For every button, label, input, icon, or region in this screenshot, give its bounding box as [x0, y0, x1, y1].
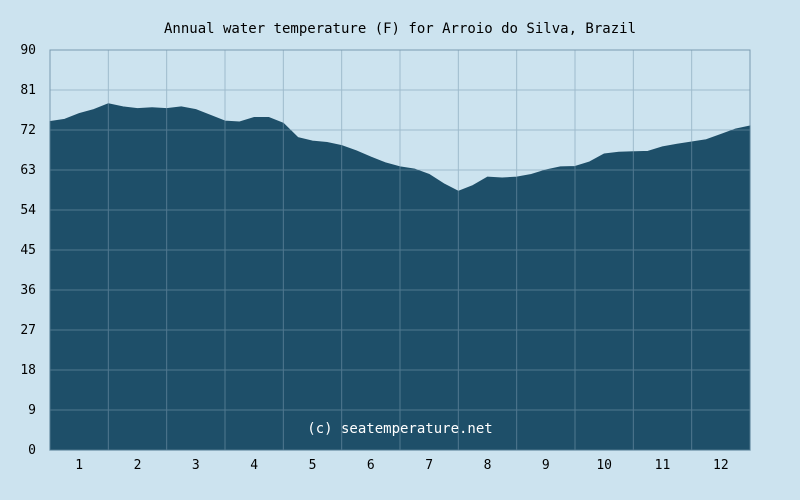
x-tick-label: 8 [484, 458, 492, 473]
x-tick-label: 9 [542, 458, 550, 473]
x-tick-label: 6 [367, 458, 375, 473]
watermark-text: (c) seatemperature.net [307, 421, 492, 437]
y-tick-label: 54 [20, 203, 36, 218]
y-tick-label: 27 [20, 323, 36, 338]
x-tick-label: 7 [425, 458, 433, 473]
y-tick-label: 90 [20, 43, 36, 58]
y-tick-label: 36 [20, 283, 36, 298]
y-tick-label: 63 [20, 163, 36, 178]
x-tick-label: 11 [655, 458, 671, 473]
x-tick-label: 3 [192, 458, 200, 473]
y-tick-label: 72 [20, 123, 36, 138]
x-tick-label: 1 [75, 458, 83, 473]
y-axis-ticks: 0 9 18 27 36 45 54 63 72 81 90 [20, 43, 36, 458]
x-tick-label: 12 [713, 458, 729, 473]
y-tick-label: 9 [28, 403, 36, 418]
y-tick-label: 81 [20, 83, 36, 98]
x-axis-ticks: 1 2 3 4 5 6 7 8 9 10 11 12 [75, 458, 728, 473]
x-tick-label: 2 [134, 458, 142, 473]
chart-title: Annual water temperature (F) for Arroio … [164, 21, 636, 37]
y-tick-label: 18 [20, 363, 36, 378]
y-tick-label: 45 [20, 243, 36, 258]
x-tick-label: 10 [596, 458, 612, 473]
y-tick-label: 0 [28, 443, 36, 458]
x-tick-label: 5 [309, 458, 317, 473]
grid-overlay [49, 49, 751, 451]
x-tick-label: 4 [250, 458, 258, 473]
